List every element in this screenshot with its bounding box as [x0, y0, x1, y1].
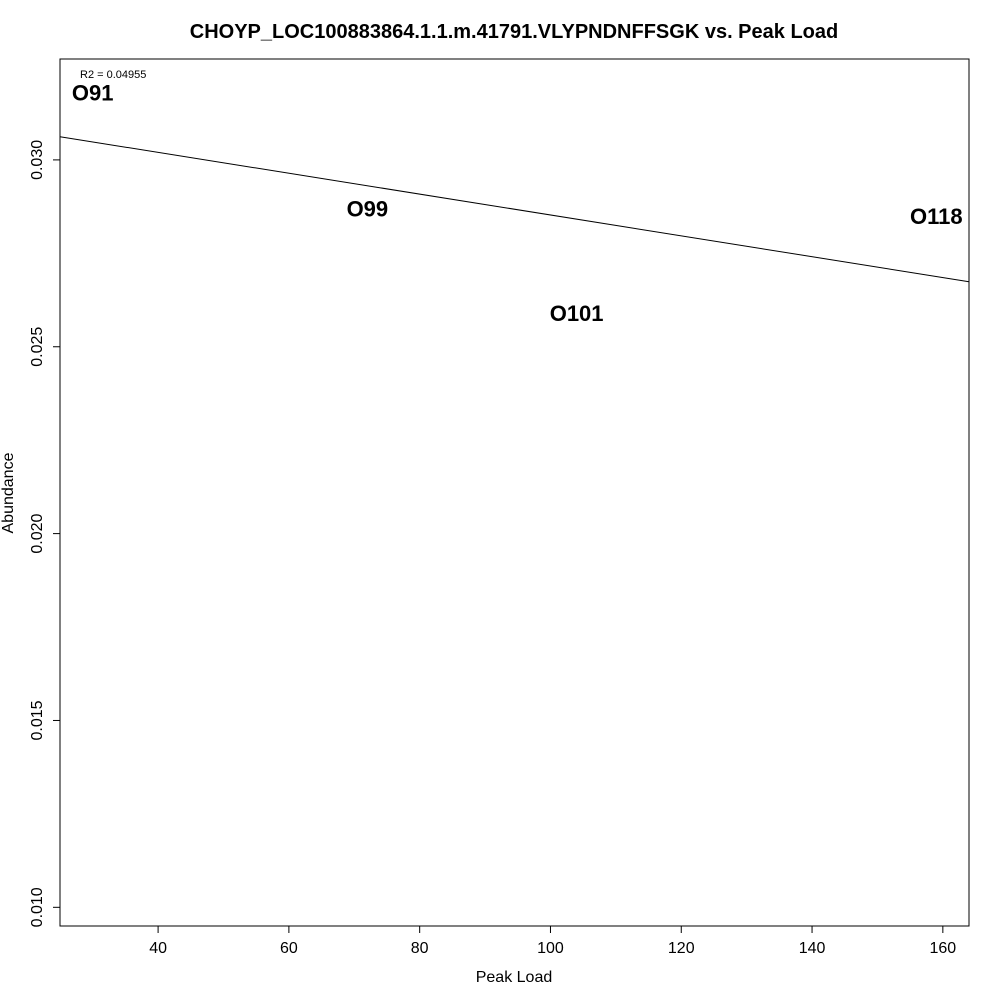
chart-title: CHOYP_LOC100883864.1.1.m.41791.VLYPNDNFF…	[190, 21, 838, 43]
data-point-o91: O91	[72, 81, 114, 106]
x-axis-label: Peak Load	[476, 969, 553, 986]
data-point-o118: O118	[910, 204, 963, 229]
y-tick-label: 0.025	[29, 327, 46, 367]
x-tick-label: 100	[537, 940, 564, 957]
x-tick-label: 80	[411, 940, 429, 957]
y-tick-label: 0.020	[29, 513, 46, 553]
x-tick-label: 160	[929, 940, 956, 957]
plot-frame	[59, 58, 970, 927]
regression-line	[59, 136, 970, 283]
x-tick-label: 40	[149, 940, 167, 957]
x-axis: 40 60 80 100 120 140 160	[149, 925, 956, 957]
data-point-o101: O101	[550, 301, 604, 326]
x-tick-label: 120	[668, 940, 695, 957]
y-tick-label: 0.010	[29, 887, 46, 927]
x-tick-label: 140	[799, 940, 826, 957]
y-axis-label: Abundance	[0, 452, 17, 533]
y-tick-label: 0.015	[29, 700, 46, 740]
y-tick-label: 0.030	[29, 140, 46, 180]
y-axis: 0.010 0.015 0.020 0.025 0.030	[29, 140, 61, 927]
point-labels: O91 O99 O101 O118	[72, 81, 963, 326]
x-tick-label: 60	[280, 940, 298, 957]
r-squared-annotation: R2 = 0.04955	[80, 69, 146, 81]
data-point-o99: O99	[347, 196, 389, 221]
